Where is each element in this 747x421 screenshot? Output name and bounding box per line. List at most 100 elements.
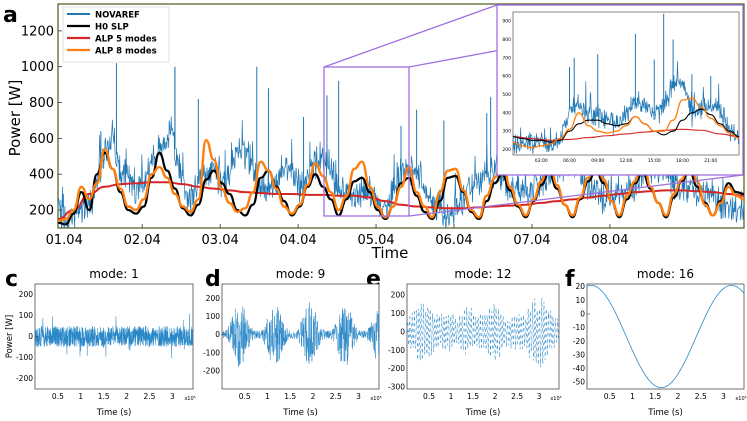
- mode-c-y-tick-4: 200: [19, 290, 34, 299]
- inset-x-tick-2: 09:00: [591, 158, 604, 164]
- mode-1-chart: mode: 1 Time (s) Power [W] -200 -100 0 100 200 0…: [5, 267, 196, 418]
- main-y-tick-0: 200: [29, 204, 54, 219]
- mode-e-x-label: Time (s): [465, 408, 501, 418]
- inset-y-tick-3: 500: [502, 92, 511, 98]
- mode-f-x-tick-3: 2: [676, 392, 681, 401]
- mode-9-chart: mode: 9 Time (s) -200 -100 0 100 200 0.5 1 1.5 2 2.…: [203, 267, 382, 418]
- inset-y-tick-1: 300: [502, 129, 511, 135]
- zoom-connector-top-left: [323, 4, 498, 68]
- mode-f-x-tick-2: 1.5: [649, 392, 661, 401]
- mode-f-series: [586, 285, 745, 388]
- main-x-tick-4: 05.04: [357, 233, 394, 248]
- mode-c-title: mode: 1: [89, 267, 139, 281]
- mode-12-chart: mode: 12 Time (s) -300 -200 -100 0 100 200 0.5 1 1…: [388, 267, 562, 418]
- zoom-connector-bottom-right: [408, 174, 744, 217]
- mode-d-y-tick-3: 100: [206, 312, 221, 321]
- mode-f-y-tick-6: 10: [575, 296, 585, 305]
- mode-f-x-tick-4: 2.5: [695, 392, 707, 401]
- mode-c-x-tick-2: 1.5: [98, 392, 110, 401]
- mode-e-y-tick-2: -100: [388, 346, 405, 355]
- zoom-region: [323, 66, 410, 217]
- mode-c-x-tick-0: 0.5: [52, 392, 64, 401]
- mode-e-x-tick-0: 0.5: [423, 392, 435, 401]
- legend-label-h0slp: H0 SLP: [95, 23, 129, 33]
- mode-e-y-tick-0: -300: [388, 383, 405, 392]
- main-y-label: Power [W]: [6, 80, 24, 157]
- mode-d-x-tick-5: 3: [356, 392, 361, 401]
- alp8-line: [58, 138, 744, 223]
- mode-e-x-tick-1: 1: [449, 392, 454, 401]
- main-y-tick-4: 1000: [21, 60, 54, 75]
- mode-f-x-tick-0: 0.5: [604, 392, 616, 401]
- mode-e-y-tick-3: 0: [400, 327, 405, 336]
- main-y-tick-2: 600: [29, 132, 54, 147]
- inset-y-tick-4: 600: [502, 74, 511, 80]
- inset-novaref-line: [513, 61, 739, 155]
- mode-c-y-tick-1: -100: [16, 353, 33, 362]
- mode-f-x-label: Time (s): [647, 408, 683, 418]
- panel-label-c: c: [5, 267, 18, 292]
- main-x-tick-6: 07.04: [513, 233, 550, 248]
- main-x-tick-3: 04.04: [279, 233, 316, 248]
- mode-d-x-label: Time (s): [282, 408, 318, 418]
- inset-x-tick-4: 15:00: [648, 158, 661, 164]
- inset-chart: [496, 4, 744, 176]
- mode-e-y-tick-5: 200: [391, 291, 406, 300]
- inset-x-tick-1: 06:00: [563, 158, 576, 164]
- main-x-tick-7: 08.04: [591, 233, 628, 248]
- mode-e-y-tick-1: -200: [388, 364, 405, 373]
- inset-y-tick-0: 200: [502, 147, 511, 153]
- inset-alp8-line: [513, 97, 739, 149]
- mode-e-x-tick-3: 2: [493, 392, 498, 401]
- legend: NOVAREF H0 SLP ALP 5 modes ALP 8 modes: [62, 6, 170, 63]
- mode-d-y-tick-4: 200: [206, 294, 221, 303]
- mode-c-x-exponent: x10⁵: [184, 396, 195, 402]
- mode-d-series: [221, 302, 380, 367]
- inset-x-tick-5: 18:00: [676, 158, 689, 164]
- mode-c-x-label: Time (s): [96, 408, 132, 418]
- mode-d-y-tick-2: 0: [215, 330, 220, 339]
- mode-c-x-tick-5: 3: [170, 392, 175, 401]
- mode-c-x-tick-4: 2.5: [144, 392, 156, 401]
- legend-label-alp8: ALP 8 modes: [95, 47, 157, 57]
- main-x-label: Time: [371, 244, 409, 262]
- mode-f-y-tick-3: -20: [573, 337, 585, 346]
- mode-e-x-tick-4: 2.5: [511, 392, 523, 401]
- inset-alp5-line: [513, 128, 739, 141]
- mode-f-y-tick-0: -50: [573, 378, 585, 387]
- mode-f-y-tick-4: -10: [573, 323, 585, 332]
- mode-f-y-tick-5: 0: [580, 310, 585, 319]
- mode-e-title: mode: 12: [454, 267, 511, 281]
- mode-c-y-tick-2: 0: [28, 332, 33, 341]
- mode-d-x-exponent: x10⁵: [370, 396, 381, 402]
- mode-e-x-tick-2: 1.5: [467, 392, 479, 401]
- mode-c-series: [34, 313, 194, 359]
- mode-f-y-tick-1: -40: [573, 364, 585, 373]
- mode-d-x-tick-3: 2: [311, 392, 316, 401]
- mode-f-y-tick-2: -30: [573, 350, 585, 359]
- mode-f-title: mode: 16: [637, 267, 694, 281]
- main-y-tick-3: 800: [29, 96, 54, 111]
- mode-f-x-tick-5: 3: [721, 392, 726, 401]
- mode-16-chart: mode: 16 Time (s) -50 -40 -30 -20 -10 0 10 20 0.5 1…: [573, 267, 747, 418]
- inset-x-tick-3: 12:00: [620, 158, 633, 164]
- main-x-tick-2: 03.04: [202, 233, 239, 248]
- mode-d-x-tick-2: 1.5: [284, 392, 296, 401]
- legend-box: [62, 6, 170, 63]
- mode-f-x-exponent: x10⁵: [735, 396, 746, 402]
- mode-d-y-tick-1: -100: [203, 348, 220, 357]
- panel-label-a: a: [3, 3, 18, 28]
- inset-x-tick-6: 21:00: [704, 158, 717, 164]
- inset-h0slp-line: [513, 108, 739, 143]
- mode-c-x-tick-1: 1: [78, 392, 83, 401]
- mode-f-axes: [586, 283, 745, 390]
- mode-c-y-tick-3: 100: [19, 311, 34, 320]
- mode-c-x-tick-3: 2: [124, 392, 129, 401]
- panel-label-d: d: [205, 267, 221, 292]
- inset-y-tick-5: 700: [502, 55, 511, 61]
- mode-d-x-tick-0: 0.5: [239, 392, 251, 401]
- inset-x-tick-0: 03:00: [535, 158, 548, 164]
- mode-e-x-exponent: x10⁵: [550, 396, 561, 402]
- legend-label-novaref: NOVAREF: [95, 11, 140, 21]
